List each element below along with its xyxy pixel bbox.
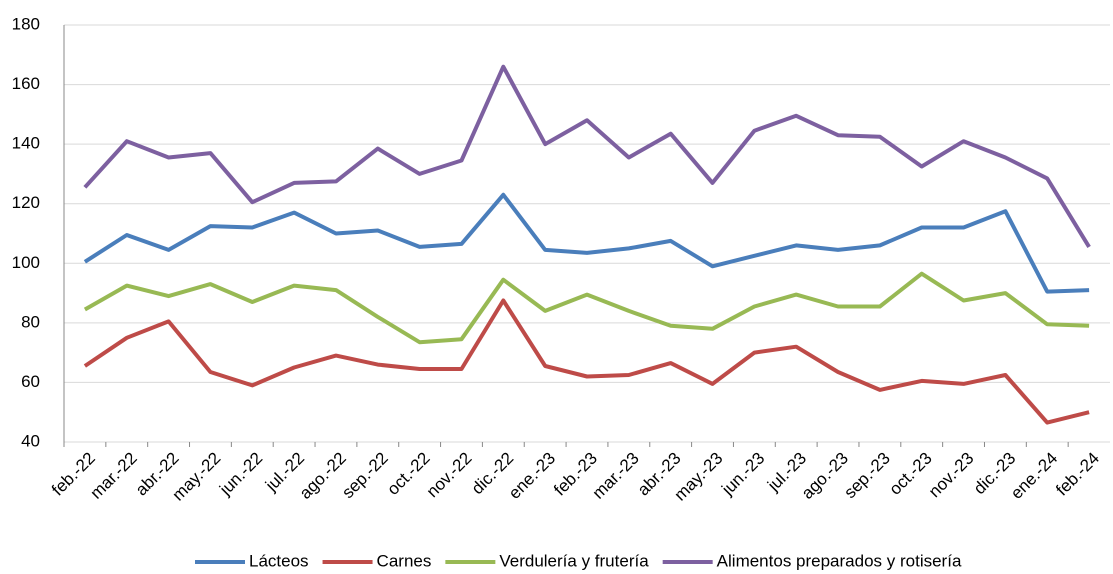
x-tick-label: ago.-23 [798, 449, 852, 503]
x-tick-label: nov.-23 [925, 449, 978, 502]
x-tick-label: jun.-22 [215, 449, 266, 500]
x-tick-label: sep.-23 [840, 449, 894, 503]
series-line [83, 192, 1090, 294]
x-tick-label: sep.-22 [338, 449, 392, 503]
y-tick-label: 40 [21, 431, 40, 450]
x-tick-label: ago.-22 [296, 449, 350, 503]
x-tick-label: ene.-24 [1007, 449, 1061, 503]
legend-label: Verdulería y frutería [499, 551, 649, 570]
x-tick-label: feb.-24 [1052, 449, 1103, 500]
y-tick-label: 180 [12, 14, 40, 33]
legend-label: Lácteos [249, 551, 309, 570]
x-tick-label: mar.-23 [589, 449, 643, 503]
series-line [83, 64, 1091, 248]
x-tick-label: mar.-22 [87, 449, 141, 503]
series-line [83, 271, 1090, 345]
series-line [83, 298, 1090, 425]
y-tick-label: 100 [12, 253, 40, 272]
y-tick-label: 80 [21, 312, 40, 331]
y-tick-label: 140 [12, 134, 40, 153]
y-tick-label: 160 [12, 74, 40, 93]
x-tick-label: ene.-23 [505, 449, 559, 503]
x-tick-label: jun.-23 [717, 449, 768, 500]
y-tick-label: 120 [12, 193, 40, 212]
legend-label: Carnes [377, 551, 432, 570]
x-tick-label: nov.-22 [423, 449, 476, 502]
legend-label: Alimentos preparados y rotisería [717, 551, 962, 570]
y-tick-label: 60 [21, 372, 40, 391]
